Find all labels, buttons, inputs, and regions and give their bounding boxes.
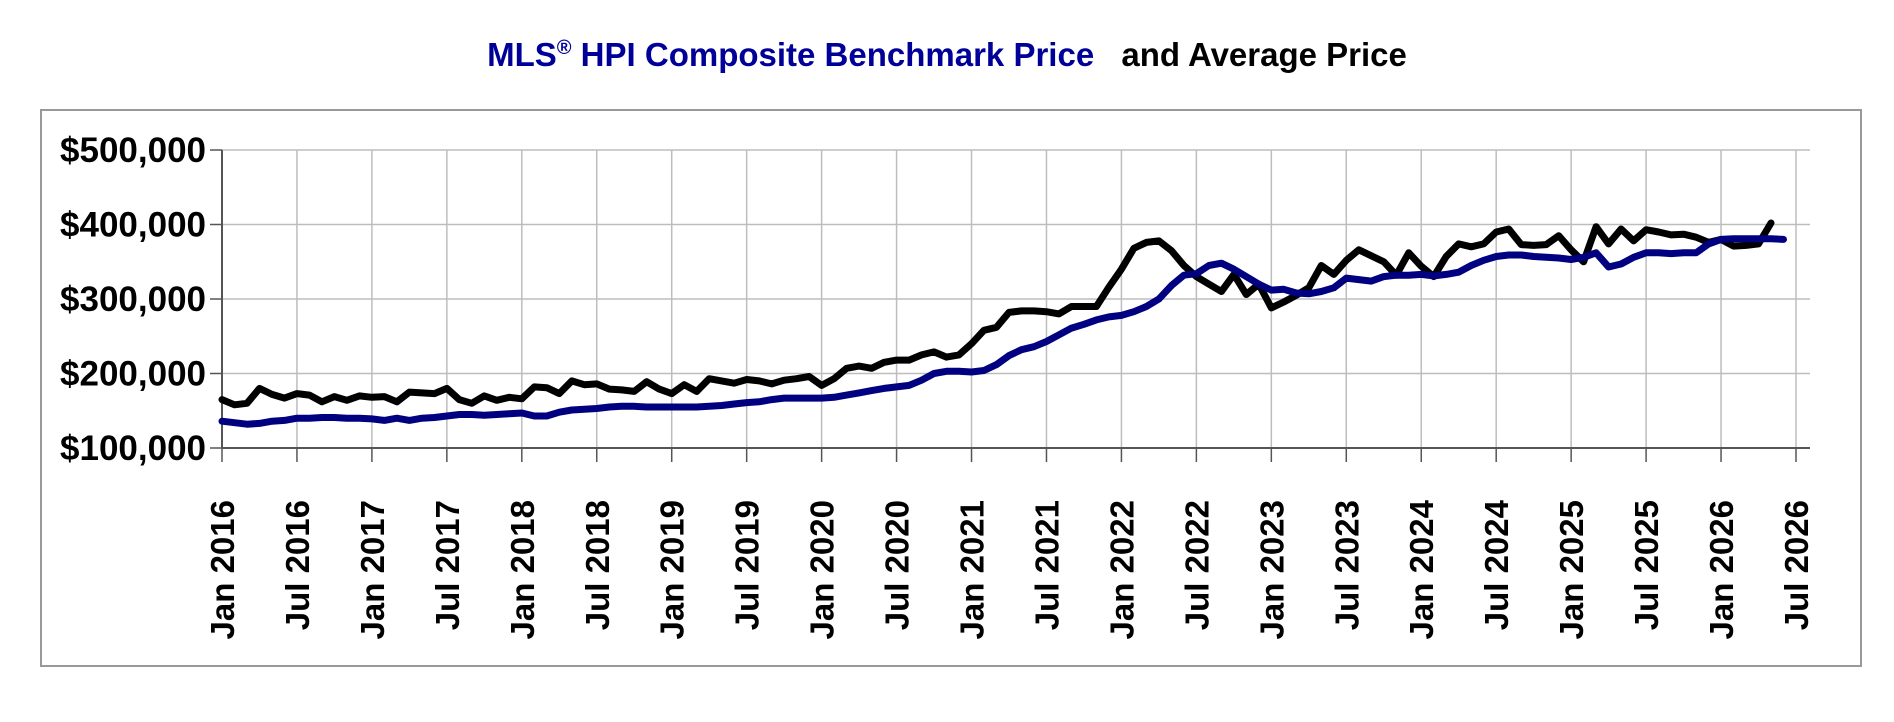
x-tick-label: Jan 2023	[1253, 500, 1290, 639]
y-tick-label: $200,000	[60, 355, 206, 394]
x-tick-label: Jul 2020	[879, 500, 916, 630]
x-tick-label: Jan 2016	[204, 500, 241, 639]
x-tick-label: Jan 2020	[804, 500, 841, 639]
chart-title-hpi-text: HPI Composite Benchmark Price	[572, 36, 1095, 73]
x-tick-label: Jan 2025	[1553, 500, 1590, 639]
x-tick-label: Jul 2021	[1028, 500, 1065, 630]
x-tick-label: Jan 2024	[1403, 499, 1440, 639]
x-tick-label: Jan 2026	[1703, 500, 1740, 639]
x-tick-label: Jul 2017	[429, 500, 466, 630]
chart-title-hpi: MLS® HPI Composite Benchmark Price	[487, 36, 1103, 73]
chart-title-average: and Average Price	[1121, 36, 1407, 73]
x-tick-label: Jan 2021	[954, 500, 991, 639]
chart-title-registered: ®	[557, 37, 572, 59]
x-tick-label: Jan 2019	[654, 500, 691, 639]
x-tick-label: Jul 2025	[1628, 500, 1665, 630]
x-tick-label: Jul 2022	[1178, 500, 1215, 630]
y-tick-label: $300,000	[60, 280, 206, 319]
x-tick-label: Jul 2016	[279, 500, 316, 630]
x-tick-label: Jan 2022	[1103, 500, 1140, 639]
chart-frame	[40, 109, 1862, 667]
x-tick-label: Jul 2018	[579, 500, 616, 630]
x-axis: Jan 2016 Jul 2016 Jan 2017 Jul 2017 Jan 2018…	[204, 447, 1815, 639]
y-tick-label: $500,000	[60, 131, 206, 170]
series-line-average	[218, 219, 1775, 409]
x-tick-label: Jan 2017	[354, 500, 391, 639]
y-axis: $100,000 $200,000 $300,000 $400,000 $500,000	[60, 131, 223, 468]
y-tick-label: $400,000	[60, 206, 206, 245]
series	[218, 219, 1787, 428]
series-line-hpi	[218, 235, 1787, 428]
chart-title-mls: MLS	[487, 36, 557, 73]
x-tick-label: Jan 2018	[504, 500, 541, 639]
y-tick-label: $100,000	[60, 429, 206, 468]
x-tick-label: Jul 2023	[1328, 500, 1365, 630]
chart-title: MLS® HPI Composite Benchmark Price and A…	[487, 36, 1407, 73]
x-tick-label: Jul 2026	[1778, 500, 1815, 630]
x-tick-label: Jul 2019	[729, 500, 766, 630]
x-tick-label: Jul 2024	[1478, 499, 1515, 630]
